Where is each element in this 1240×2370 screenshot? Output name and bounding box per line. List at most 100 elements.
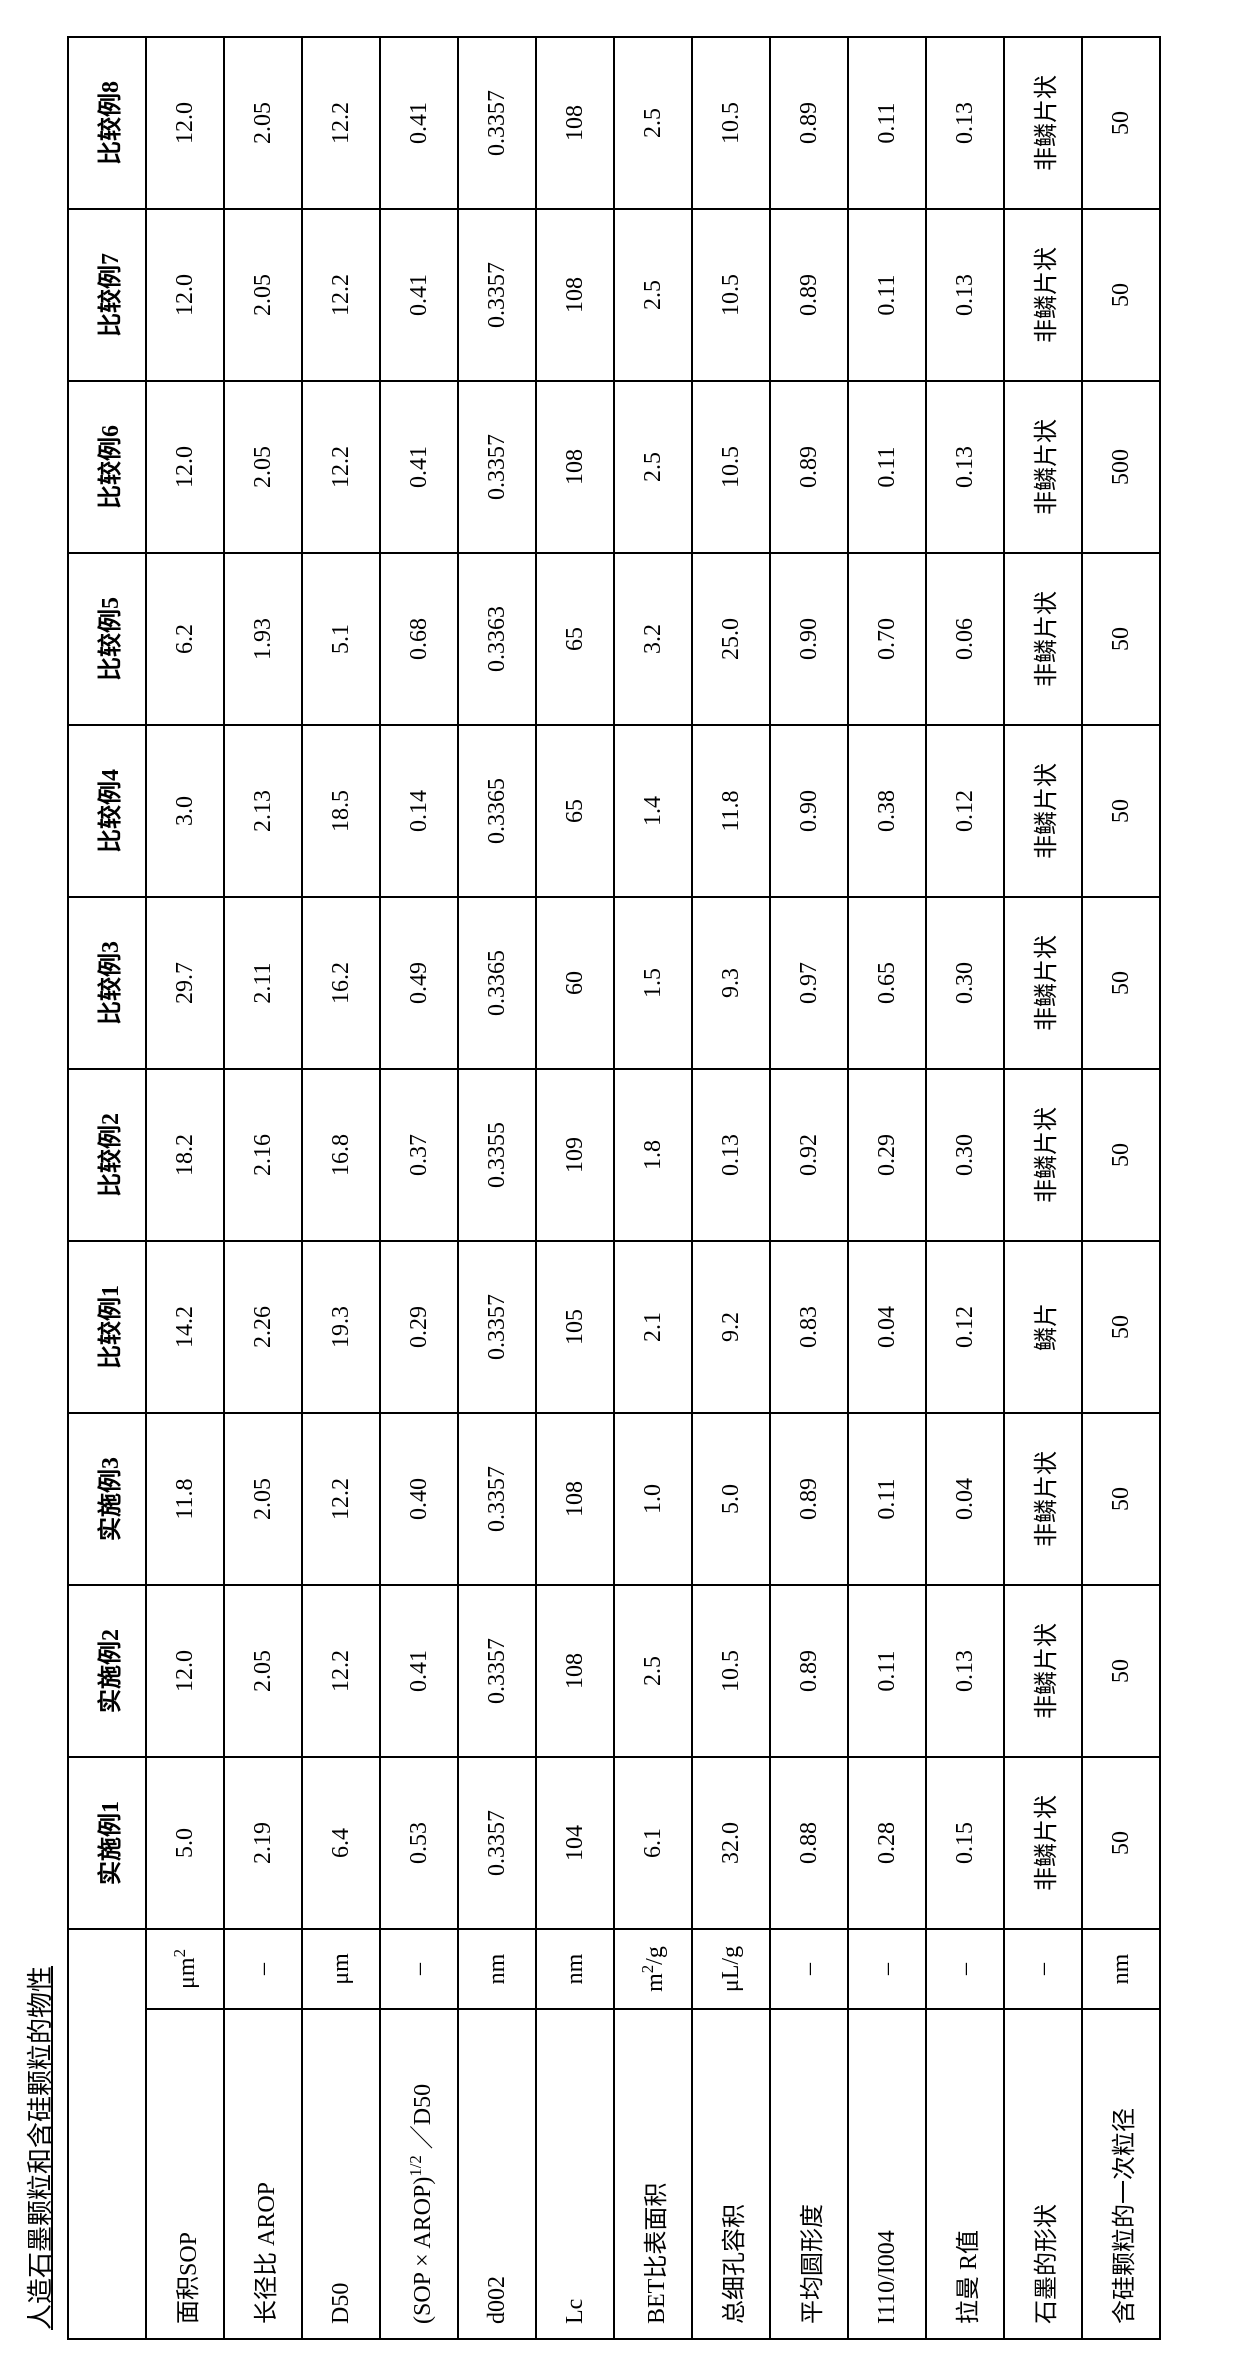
row-unit: – bbox=[926, 1929, 1004, 2009]
data-cell: 6.1 bbox=[614, 1757, 692, 1929]
data-cell: 2.19 bbox=[224, 1757, 302, 1929]
data-cell: 非鳞片状 bbox=[1004, 725, 1082, 897]
col-header: 比较例2 bbox=[68, 1069, 146, 1241]
data-cell: 5.0 bbox=[146, 1757, 224, 1929]
data-cell: 2.11 bbox=[224, 897, 302, 1069]
data-cell: 0.89 bbox=[770, 1585, 848, 1757]
data-cell: 12.2 bbox=[302, 37, 380, 209]
data-cell: 108 bbox=[536, 37, 614, 209]
data-cell: 18.2 bbox=[146, 1069, 224, 1241]
row-unit: μm2 bbox=[146, 1929, 224, 2009]
row-label: 平均圆形度 bbox=[770, 2009, 848, 2339]
table-row: 平均圆形度–0.880.890.890.830.920.970.900.900.… bbox=[770, 37, 848, 2339]
col-header: 实施例3 bbox=[68, 1413, 146, 1585]
data-cell: 0.11 bbox=[848, 1585, 926, 1757]
data-cell: 12.2 bbox=[302, 1585, 380, 1757]
data-cell: 非鳞片状 bbox=[1004, 553, 1082, 725]
data-cell: 0.06 bbox=[926, 553, 1004, 725]
table-row: 面积SOPμm25.012.011.814.218.229.73.06.212.… bbox=[146, 37, 224, 2339]
row-label: 总细孔容积 bbox=[692, 2009, 770, 2339]
data-cell: 1.93 bbox=[224, 553, 302, 725]
data-cell: 65 bbox=[536, 553, 614, 725]
data-cell: 0.83 bbox=[770, 1241, 848, 1413]
row-label: D50 bbox=[302, 2009, 380, 2339]
data-cell: 非鳞片状 bbox=[1004, 1585, 1082, 1757]
data-cell: 10.5 bbox=[692, 37, 770, 209]
data-cell: 12.2 bbox=[302, 1413, 380, 1585]
data-cell: 0.90 bbox=[770, 725, 848, 897]
data-cell: 12.0 bbox=[146, 37, 224, 209]
data-cell: 0.13 bbox=[692, 1069, 770, 1241]
table-row: D50μm6.412.212.219.316.816.218.55.112.21… bbox=[302, 37, 380, 2339]
data-cell: 0.04 bbox=[848, 1241, 926, 1413]
data-cell: 6.2 bbox=[146, 553, 224, 725]
table-row: (SOP × AROP)1/2 ／D50–0.530.410.400.290.3… bbox=[380, 37, 458, 2339]
col-header: 实施例1 bbox=[68, 1757, 146, 1929]
row-label: 长径比 AROP bbox=[224, 2009, 302, 2339]
row-label: d002 bbox=[458, 2009, 536, 2339]
data-cell: 0.90 bbox=[770, 553, 848, 725]
data-cell: 0.3357 bbox=[458, 1241, 536, 1413]
data-cell: 2.16 bbox=[224, 1069, 302, 1241]
data-cell: 18.5 bbox=[302, 725, 380, 897]
data-cell: 0.89 bbox=[770, 209, 848, 381]
data-cell: 6.4 bbox=[302, 1757, 380, 1929]
data-cell: 500 bbox=[1082, 381, 1160, 553]
table-row: 拉曼 R值–0.150.130.040.120.300.300.120.060.… bbox=[926, 37, 1004, 2339]
table-row: I110/I004–0.280.110.110.040.290.650.380.… bbox=[848, 37, 926, 2339]
data-cell: 2.05 bbox=[224, 37, 302, 209]
data-cell: 0.29 bbox=[380, 1241, 458, 1413]
row-unit: nm bbox=[536, 1929, 614, 2009]
data-cell: 0.30 bbox=[926, 1069, 1004, 1241]
table-caption: 人造石墨颗粒和含硅颗粒的物性 bbox=[20, 40, 57, 2330]
data-cell: 10.5 bbox=[692, 381, 770, 553]
table-row: BET比表面积m2/g6.12.51.02.11.81.51.43.22.52.… bbox=[614, 37, 692, 2339]
data-cell: 2.05 bbox=[224, 381, 302, 553]
data-cell: 0.97 bbox=[770, 897, 848, 1069]
row-unit: – bbox=[380, 1929, 458, 2009]
row-unit: – bbox=[848, 1929, 926, 2009]
data-cell: 50 bbox=[1082, 725, 1160, 897]
row-label: (SOP × AROP)1/2 ／D50 bbox=[380, 2009, 458, 2339]
data-cell: 0.3357 bbox=[458, 1757, 536, 1929]
col-header: 比较例8 bbox=[68, 37, 146, 209]
data-cell: 16.8 bbox=[302, 1069, 380, 1241]
data-cell: 50 bbox=[1082, 37, 1160, 209]
row-unit: μL/g bbox=[692, 1929, 770, 2009]
col-header: 比较例3 bbox=[68, 897, 146, 1069]
data-cell: 29.7 bbox=[146, 897, 224, 1069]
data-cell: 19.3 bbox=[302, 1241, 380, 1413]
data-cell: 0.3357 bbox=[458, 37, 536, 209]
data-cell: 0.89 bbox=[770, 37, 848, 209]
data-cell: 2.05 bbox=[224, 209, 302, 381]
table-row: d002nm0.33570.33570.33570.33570.33550.33… bbox=[458, 37, 536, 2339]
data-cell: 0.38 bbox=[848, 725, 926, 897]
data-cell: 0.68 bbox=[380, 553, 458, 725]
data-cell: 11.8 bbox=[692, 725, 770, 897]
row-label: I110/I004 bbox=[848, 2009, 926, 2339]
table-row: 含硅颗粒的一次粒径nm50505050505050505005050 bbox=[1082, 37, 1160, 2339]
data-cell: 12.2 bbox=[302, 209, 380, 381]
data-cell: 2.13 bbox=[224, 725, 302, 897]
data-cell: 非鳞片状 bbox=[1004, 209, 1082, 381]
data-cell: 9.2 bbox=[692, 1241, 770, 1413]
data-cell: 10.5 bbox=[692, 1585, 770, 1757]
data-cell: 3.2 bbox=[614, 553, 692, 725]
data-cell: 2.5 bbox=[614, 37, 692, 209]
data-cell: 104 bbox=[536, 1757, 614, 1929]
data-cell: 0.13 bbox=[926, 381, 1004, 553]
properties-table: 实施例1 实施例2 实施例3 比较例1 比较例2 比较例3 比较例4 比较例5 … bbox=[67, 36, 1161, 2340]
data-cell: 0.11 bbox=[848, 37, 926, 209]
data-cell: 1.0 bbox=[614, 1413, 692, 1585]
data-cell: 50 bbox=[1082, 553, 1160, 725]
data-cell: 2.5 bbox=[614, 209, 692, 381]
data-cell: 0.89 bbox=[770, 381, 848, 553]
data-cell: 非鳞片状 bbox=[1004, 1413, 1082, 1585]
data-cell: 0.28 bbox=[848, 1757, 926, 1929]
data-cell: 1.4 bbox=[614, 725, 692, 897]
table-row: 石墨的形状–非鳞片状非鳞片状非鳞片状鳞片非鳞片状非鳞片状非鳞片状非鳞片状非鳞片状… bbox=[1004, 37, 1082, 2339]
data-cell: 0.11 bbox=[848, 381, 926, 553]
data-cell: 1.8 bbox=[614, 1069, 692, 1241]
data-cell: 非鳞片状 bbox=[1004, 1757, 1082, 1929]
data-cell: 108 bbox=[536, 1585, 614, 1757]
